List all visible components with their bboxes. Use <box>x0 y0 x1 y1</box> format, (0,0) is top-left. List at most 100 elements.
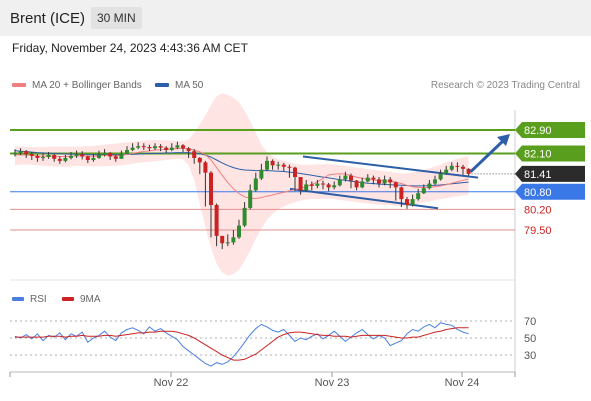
candle-body <box>41 157 45 159</box>
x-tick-label: Nov 22 <box>154 377 189 389</box>
candle-body <box>29 154 34 156</box>
candle-body <box>80 154 85 157</box>
candle-body <box>85 156 90 160</box>
candle-body <box>438 173 443 180</box>
candle-body <box>237 225 241 238</box>
candle-body <box>405 199 409 205</box>
rsi-tick-label: 30 <box>524 350 536 362</box>
candle-body <box>281 164 286 167</box>
9ma-legend-label: 9MA <box>80 294 101 305</box>
candle-body <box>349 175 353 181</box>
candle-body <box>365 177 370 182</box>
candle-body <box>444 169 449 174</box>
price-label-box <box>515 122 585 138</box>
ma50-line <box>14 150 469 187</box>
candle-body <box>141 146 146 148</box>
chart-header: Brent (ICE) 30 MIN <box>0 0 591 36</box>
ma50-swatch <box>155 83 169 88</box>
candle-body <box>203 162 208 173</box>
rsi-swatch <box>12 297 24 302</box>
price-label-resistance: 82.10 <box>524 149 552 161</box>
candle-body <box>388 179 393 183</box>
price-label-support: 80.20 <box>524 204 552 216</box>
copyright-text: Research © 2023 Trading Central <box>430 80 580 91</box>
candle-body <box>416 193 421 200</box>
candle-body <box>259 169 264 179</box>
legend-rsi: RSI <box>12 294 47 305</box>
candle-body <box>13 152 17 154</box>
rsi-line <box>14 322 469 367</box>
timestamp: Friday, November 24, 2023 4:43:36 AM CET <box>12 41 248 55</box>
price-label-box <box>515 183 585 200</box>
candle-body <box>35 155 40 158</box>
candle-body <box>304 184 309 191</box>
rsi-legend-label: RSI <box>30 294 47 305</box>
interval-badge[interactable]: 30 MIN <box>91 7 142 29</box>
price-label-support: 79.50 <box>524 225 552 237</box>
candle-body <box>119 154 124 159</box>
price-label-box <box>515 145 585 162</box>
candle-body <box>57 158 62 161</box>
candle-body <box>231 237 236 243</box>
candle-body <box>393 182 398 188</box>
candle-body <box>91 157 96 160</box>
legend-ma20: MA 20 + Bollinger Bands <box>12 80 142 91</box>
candle-body <box>410 199 415 205</box>
price-label-box <box>515 165 585 182</box>
forecast-arrow-head <box>497 134 510 146</box>
candle-body <box>130 147 135 150</box>
candle-body <box>360 181 365 188</box>
candle-body <box>298 177 303 191</box>
rsi-tick-label: 70 <box>524 316 536 328</box>
candle-body <box>52 155 57 159</box>
ma20-swatch <box>12 83 26 88</box>
channel-upper-line <box>302 155 479 179</box>
candle-body <box>97 155 101 158</box>
candle-body <box>449 165 454 170</box>
candle-body <box>102 152 107 155</box>
candle-body <box>433 179 437 184</box>
candle-body <box>46 155 51 158</box>
candle-body <box>337 179 342 186</box>
candle-body <box>74 154 79 156</box>
candle-body <box>186 148 191 152</box>
candle-body <box>175 145 180 148</box>
candle-body <box>242 207 247 226</box>
candle-body <box>321 183 325 185</box>
candle-body <box>209 172 213 205</box>
candle-body <box>153 146 157 149</box>
candle-body <box>181 145 185 149</box>
candle-body <box>309 184 314 186</box>
candle-body <box>113 156 118 159</box>
candle-body <box>248 190 253 208</box>
price-label-resistance: 82.90 <box>524 125 552 137</box>
candle-body <box>354 180 359 188</box>
candle-body <box>371 177 376 180</box>
candle-body <box>265 160 269 170</box>
rsi-tick-label: 50 <box>524 333 536 345</box>
candle-body <box>136 146 141 148</box>
price-label-current: 81.41 <box>524 169 552 181</box>
candle-body <box>125 150 129 155</box>
legend-9ma: 9MA <box>62 294 101 305</box>
candle-body <box>315 183 320 186</box>
x-tick-label: Nov 23 <box>315 377 350 389</box>
instrument-title: Brent (ICE) <box>10 10 86 27</box>
forecast-arrow-shaft <box>469 138 506 173</box>
candle-body <box>147 147 152 149</box>
candle-body <box>158 146 163 148</box>
candle-body <box>461 166 465 169</box>
ma20-legend-label: MA 20 + Bollinger Bands <box>32 80 142 91</box>
candle-body <box>455 165 460 167</box>
candle-body <box>293 167 297 178</box>
candle-body <box>421 188 426 194</box>
candle-body <box>399 187 404 200</box>
candle-body <box>169 147 174 150</box>
candle-body <box>24 151 29 155</box>
candle-body <box>63 157 68 161</box>
candle-body <box>287 166 292 168</box>
candle-body <box>253 178 258 191</box>
candle-body <box>220 235 225 244</box>
candle-body <box>343 175 348 180</box>
